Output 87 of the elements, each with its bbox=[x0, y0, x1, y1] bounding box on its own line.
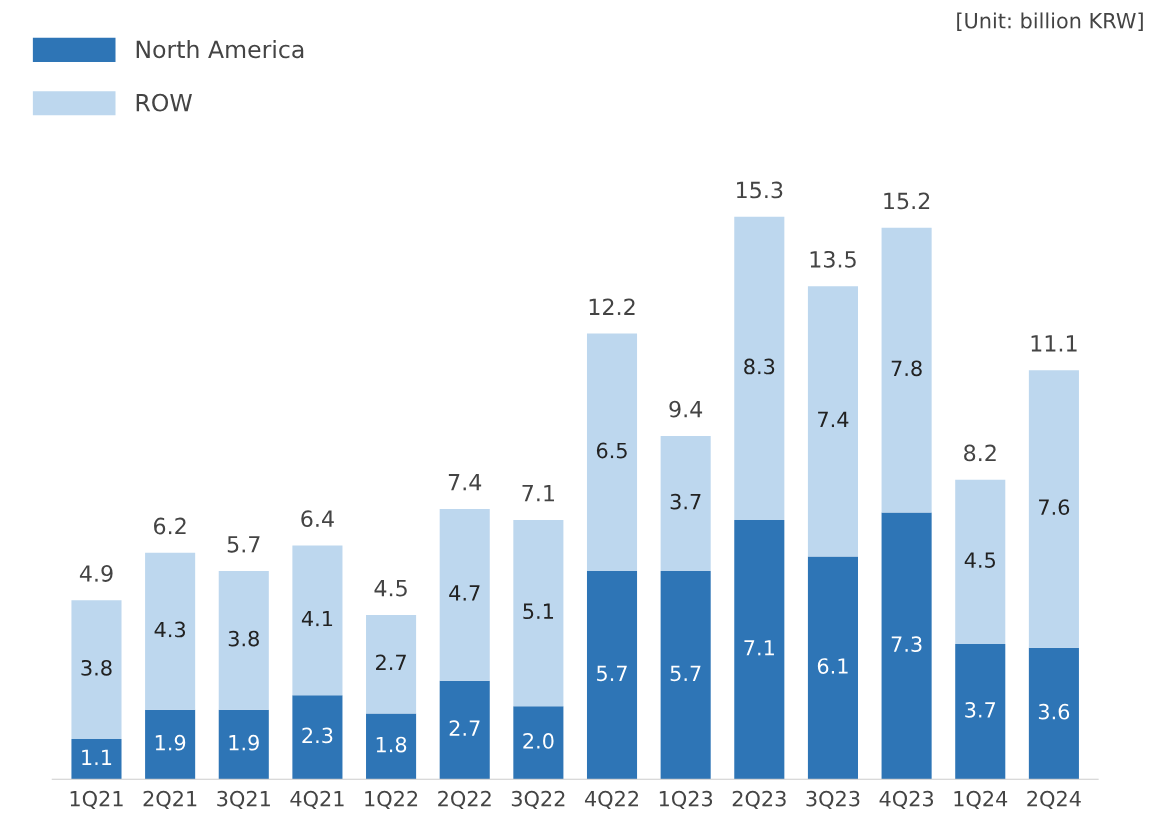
bar bbox=[71, 739, 122, 780]
bar bbox=[439, 508, 490, 681]
bar bbox=[145, 709, 196, 780]
bar bbox=[366, 614, 417, 714]
x-tick-label: 2Q24 bbox=[1027, 790, 1081, 809]
total-label: 7.4 bbox=[448, 474, 482, 491]
data-label: 5.7 bbox=[597, 665, 627, 682]
x-tick-label: 3Q21 bbox=[217, 790, 270, 809]
data-label: 4.3 bbox=[154, 621, 186, 638]
data-label: 1.9 bbox=[229, 734, 259, 751]
bar bbox=[292, 695, 343, 780]
data-label: 1.1 bbox=[82, 749, 112, 765]
bar bbox=[660, 435, 711, 572]
text: [Unit: billion KRW] bbox=[957, 12, 1143, 32]
bar bbox=[218, 571, 269, 710]
data-label: 6.1 bbox=[817, 658, 848, 674]
data-label: 7.4 bbox=[818, 411, 849, 428]
total-label: 6.2 bbox=[154, 517, 186, 535]
bar bbox=[807, 556, 858, 780]
data-label: 2.7 bbox=[376, 654, 406, 670]
x-tick-label: 1Q23 bbox=[659, 790, 713, 809]
data-label: 6.5 bbox=[596, 442, 627, 459]
data-label: 7.6 bbox=[1039, 499, 1070, 515]
data-label: 5.7 bbox=[670, 665, 701, 682]
bar bbox=[955, 479, 1006, 645]
total-label: 12.2 bbox=[589, 298, 635, 315]
data-label: 7.3 bbox=[891, 636, 922, 652]
x-tick-label: 4Q21 bbox=[290, 790, 344, 809]
data-label: 4.1 bbox=[301, 610, 333, 627]
data-label: 7.1 bbox=[744, 640, 774, 656]
x-tick-label: 2Q21 bbox=[143, 790, 197, 809]
total-label: 13.5 bbox=[810, 250, 856, 268]
bar bbox=[218, 709, 269, 780]
data-label: 4.7 bbox=[449, 585, 480, 601]
total-label: 15.2 bbox=[884, 192, 930, 210]
data-label: 2.3 bbox=[302, 727, 333, 744]
x-tick-label: 4Q23 bbox=[879, 790, 934, 809]
bar bbox=[439, 680, 490, 780]
legend-label: ROW bbox=[136, 93, 192, 112]
total-label: 7.1 bbox=[522, 485, 554, 502]
data-label: 1.8 bbox=[376, 736, 407, 753]
bar bbox=[734, 216, 785, 520]
data-label: 3.8 bbox=[81, 659, 112, 676]
x-tick-label: 1Q21 bbox=[70, 790, 123, 809]
x-tick-label: 2Q23 bbox=[732, 790, 786, 809]
bar bbox=[1028, 370, 1079, 648]
x-tick-label: 3Q22 bbox=[511, 790, 565, 809]
bar bbox=[807, 286, 858, 557]
data-label: 4.5 bbox=[964, 552, 995, 568]
total-label: 6.4 bbox=[301, 510, 334, 528]
bar bbox=[881, 512, 932, 780]
data-label: 3.8 bbox=[228, 630, 259, 647]
bar bbox=[734, 519, 785, 780]
data-label: 5.1 bbox=[523, 603, 554, 620]
x-tick-label: 1Q22 bbox=[365, 790, 418, 809]
bar bbox=[513, 706, 564, 780]
x-tick-label: 1Q24 bbox=[954, 790, 1008, 809]
total-label: 5.7 bbox=[227, 536, 260, 553]
bar bbox=[145, 552, 196, 710]
total-label: 11.1 bbox=[1031, 335, 1077, 352]
total-label: 8.2 bbox=[964, 444, 996, 462]
data-label: 3.7 bbox=[670, 493, 701, 510]
bar bbox=[292, 545, 343, 696]
bar bbox=[660, 571, 711, 780]
bar bbox=[513, 519, 564, 707]
bar bbox=[586, 333, 638, 572]
data-label: 2.7 bbox=[449, 720, 480, 736]
bar bbox=[71, 600, 122, 740]
x-tick-label: 2Q22 bbox=[438, 790, 491, 809]
bar bbox=[366, 713, 417, 780]
data-label: 1.9 bbox=[155, 734, 186, 751]
total-label: 4.9 bbox=[79, 565, 113, 582]
data-label: 3.6 bbox=[1038, 703, 1070, 720]
data-label: 2.0 bbox=[523, 733, 554, 749]
total-label: 9.4 bbox=[669, 400, 703, 418]
bar bbox=[586, 571, 638, 780]
bar bbox=[1028, 647, 1079, 780]
total-label: 4.5 bbox=[374, 580, 407, 597]
x-tick-label: 3Q23 bbox=[806, 790, 860, 809]
data-label: 7.8 bbox=[891, 360, 922, 377]
total-label: 15.3 bbox=[737, 181, 783, 199]
bar bbox=[881, 227, 932, 513]
x-tick-label: 4Q22 bbox=[584, 790, 639, 809]
bar bbox=[955, 644, 1006, 780]
data-label: 8.3 bbox=[744, 358, 775, 375]
legend-label: North America bbox=[136, 39, 304, 59]
data-label: 3.7 bbox=[965, 701, 996, 718]
